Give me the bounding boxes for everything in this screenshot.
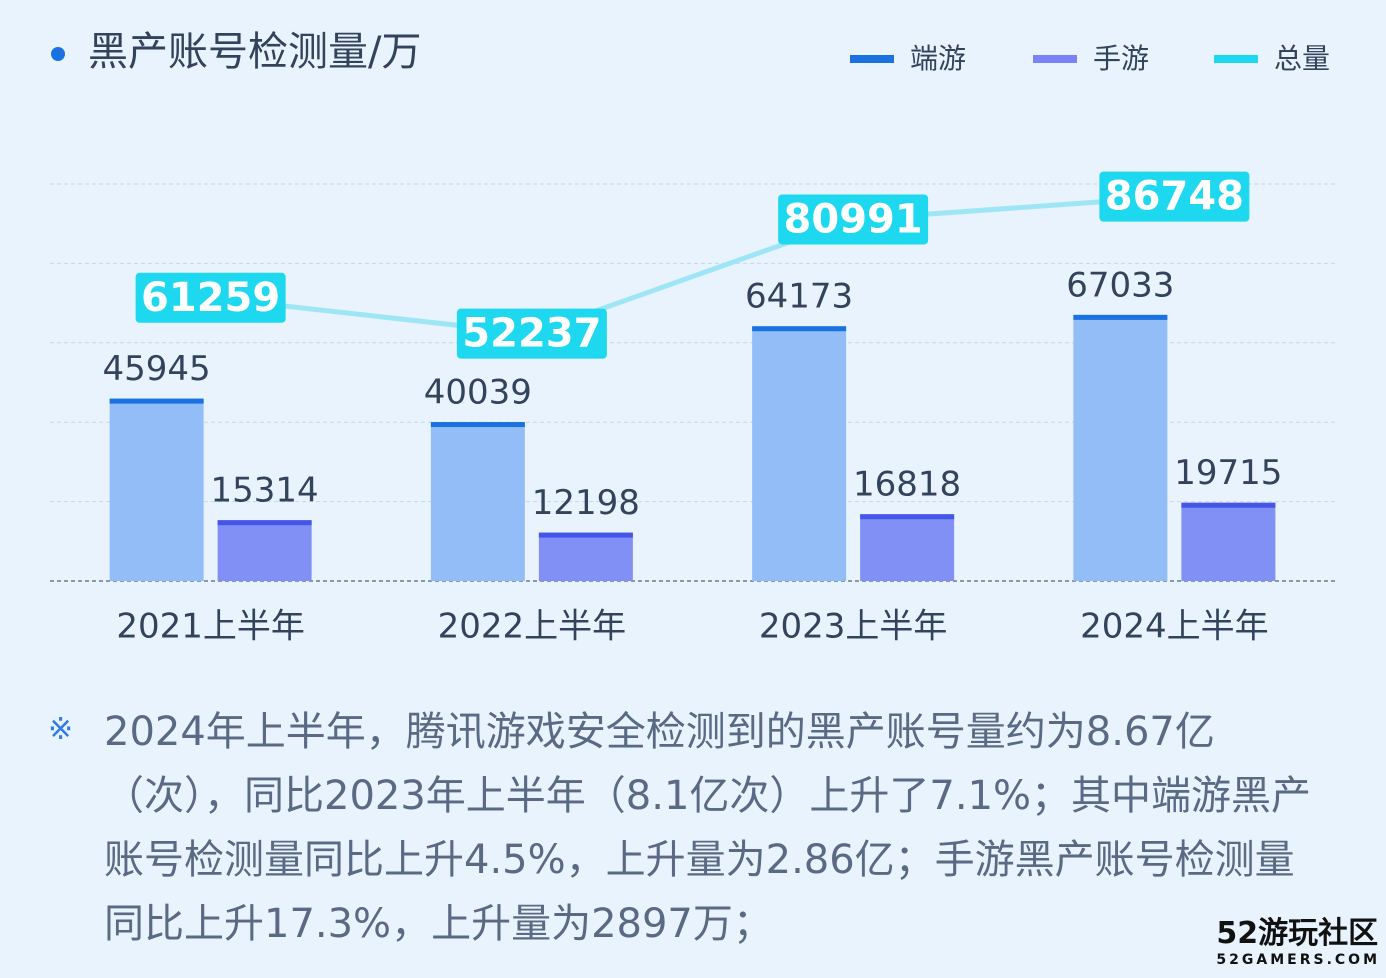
bar (1181, 502, 1276, 581)
x-tick-label: 2021上半年 (116, 607, 305, 647)
bar (752, 326, 847, 581)
total-label-box (778, 194, 929, 245)
watermark: 52游玩社区 52GAMERS.COM (1216, 908, 1380, 968)
bar-value-label: 67033 (1066, 265, 1174, 305)
legend-swatch (850, 55, 894, 63)
bar-cap (1073, 314, 1168, 320)
title-dot (51, 47, 65, 61)
bar-value-label: 40039 (424, 373, 532, 413)
bar (860, 514, 955, 581)
legend-label: 总量 (1274, 42, 1330, 75)
total-value-label: 52237 (462, 311, 601, 357)
chart-title: 黑产账号检测量/万 (88, 29, 421, 75)
bar (217, 520, 312, 581)
total-value-label: 61259 (141, 275, 280, 321)
bar-cap (109, 398, 204, 404)
bar-cap (860, 514, 955, 520)
bar (430, 422, 525, 581)
bar (538, 532, 633, 581)
bar-cap (430, 422, 525, 428)
legend-swatch (1214, 55, 1258, 63)
total-label-box (135, 272, 286, 323)
x-tick-label: 2024上半年 (1080, 607, 1269, 647)
total-label-box (1099, 171, 1250, 222)
bar (1073, 314, 1168, 581)
legend-swatch (1033, 55, 1077, 63)
bar-value-label: 45945 (103, 349, 211, 389)
bar-cap (538, 532, 633, 538)
bar-value-label: 12198 (532, 483, 640, 523)
x-tick-label: 2023上半年 (759, 607, 948, 647)
legend-label: 手游 (1093, 42, 1149, 75)
watermark-site: 52GAMERS.COM (1216, 952, 1380, 968)
bar-value-label: 64173 (745, 277, 853, 317)
total-line (210, 194, 1175, 337)
bar-cap (217, 520, 312, 526)
total-label-box (456, 308, 607, 359)
total-value-label: 86748 (1105, 174, 1244, 220)
note-mark: ※ (48, 712, 74, 747)
bar-cap (1181, 502, 1276, 508)
watermark-name: 52游玩社区 (1216, 916, 1379, 951)
total-value-label: 80991 (784, 196, 923, 242)
legend-label: 端游 (910, 42, 966, 75)
bar-cap (752, 326, 847, 332)
note-text: 2024年上半年，腾讯游戏安全检测到的黑产账号量约为8.67亿（次），同比202… (104, 709, 1312, 947)
bar-value-label: 15314 (211, 471, 319, 511)
bar-value-label: 16818 (853, 465, 961, 505)
x-tick-label: 2022上半年 (438, 607, 627, 647)
bar-value-label: 19715 (1174, 453, 1282, 493)
bar (109, 398, 204, 581)
